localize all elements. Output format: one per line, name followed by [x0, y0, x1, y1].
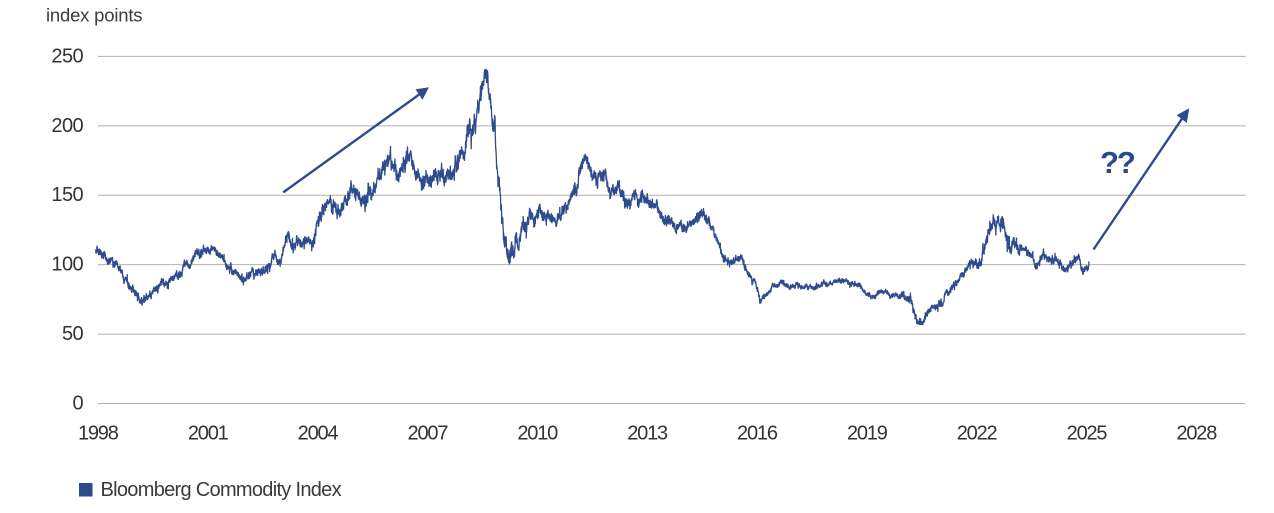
svg-text:200: 200 — [51, 115, 83, 137]
svg-text:2022: 2022 — [957, 423, 998, 445]
svg-text:2028: 2028 — [1176, 423, 1217, 445]
svg-text:2001: 2001 — [188, 423, 229, 445]
svg-text:250: 250 — [51, 45, 83, 67]
svg-text:index points: index points — [46, 5, 142, 26]
svg-text:2013: 2013 — [627, 423, 668, 445]
svg-text:2004: 2004 — [298, 423, 339, 445]
svg-text:2016: 2016 — [737, 423, 778, 445]
svg-text:100: 100 — [51, 254, 83, 276]
svg-text:2007: 2007 — [408, 423, 449, 445]
svg-text:??: ?? — [1100, 145, 1135, 180]
svg-text:2025: 2025 — [1067, 423, 1108, 445]
svg-text:150: 150 — [51, 184, 83, 206]
svg-text:50: 50 — [62, 323, 84, 345]
svg-text:1998: 1998 — [78, 423, 119, 445]
svg-text:0: 0 — [72, 393, 83, 415]
svg-text:2019: 2019 — [847, 423, 888, 445]
svg-text:2010: 2010 — [517, 423, 558, 445]
svg-text:Bloomberg Commodity Index: Bloomberg Commodity Index — [101, 479, 342, 501]
